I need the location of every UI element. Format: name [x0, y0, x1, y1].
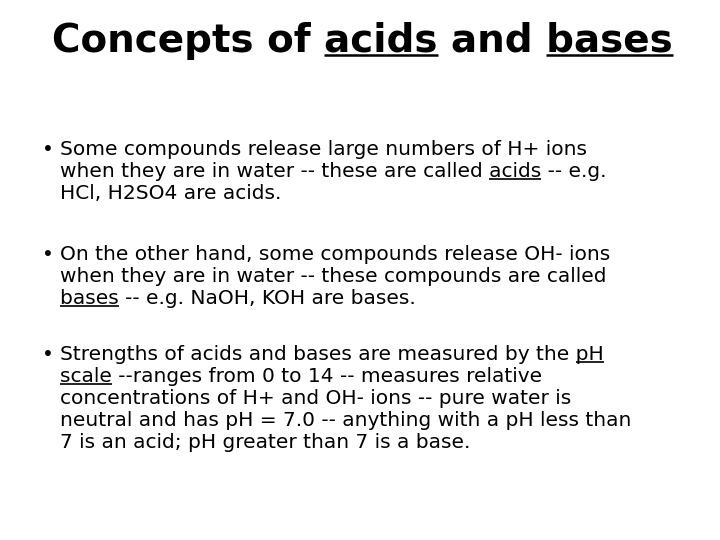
Text: Concepts of acids and bases: Concepts of acids and bases	[52, 22, 672, 60]
Text: On the other hand, some compounds release OH- ions: On the other hand, some compounds releas…	[60, 245, 611, 264]
Text: HCl, H2SO4 are acids.: HCl, H2SO4 are acids.	[60, 184, 282, 203]
Text: 7 is an acid; pH greater than 7 is a base.: 7 is an acid; pH greater than 7 is a bas…	[60, 433, 470, 452]
Text: bases -- e.g. NaOH, KOH are bases.: bases -- e.g. NaOH, KOH are bases.	[60, 289, 415, 308]
Text: Some compounds release large numbers of H+ ions: Some compounds release large numbers of …	[60, 140, 587, 159]
Text: •: •	[42, 345, 54, 364]
Text: •: •	[42, 140, 54, 159]
Text: •: •	[42, 245, 54, 264]
Text: neutral and has pH = 7.0 -- anything with a pH less than: neutral and has pH = 7.0 -- anything wit…	[60, 411, 631, 430]
Text: scale --ranges from 0 to 14 -- measures relative: scale --ranges from 0 to 14 -- measures …	[60, 367, 542, 386]
Text: Strengths of acids and bases are measured by the pH: Strengths of acids and bases are measure…	[60, 345, 604, 364]
Text: concentrations of H+ and OH- ions -- pure water is: concentrations of H+ and OH- ions -- pur…	[60, 389, 571, 408]
Text: when they are in water -- these are called acids -- e.g.: when they are in water -- these are call…	[60, 162, 606, 181]
Text: when they are in water -- these compounds are called: when they are in water -- these compound…	[60, 267, 606, 286]
